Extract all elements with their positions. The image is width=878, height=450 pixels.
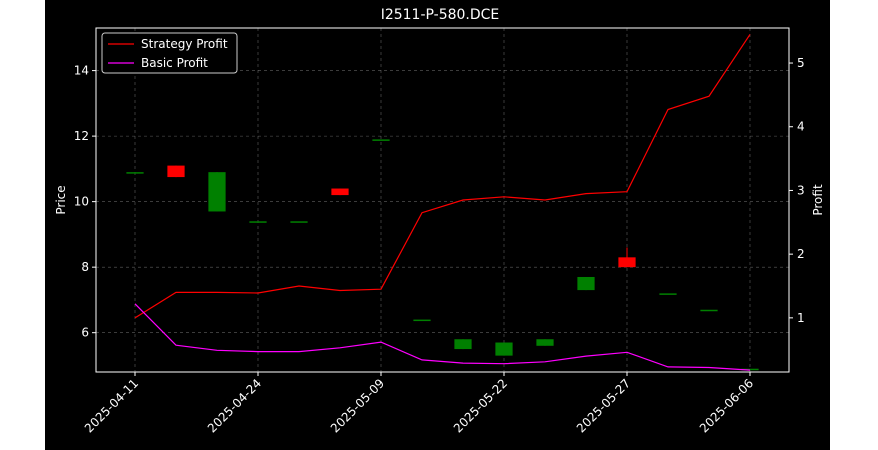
candles-layer	[126, 139, 759, 371]
y-tick-label-right: 3	[797, 183, 805, 197]
left-axis: 6 8 10 12 14	[74, 64, 96, 340]
candle-body	[659, 293, 677, 295]
legend-label-basic: Basic Profit	[141, 56, 208, 70]
candle-body	[290, 221, 308, 223]
y-axis-label-right: Profit	[811, 184, 825, 216]
chart-title: I2511-P-580.DCE	[381, 7, 500, 23]
y-tick-label-left: 8	[81, 260, 89, 274]
y-axis-label-left: Price	[54, 185, 68, 214]
candle-body	[700, 309, 718, 312]
candle-body	[331, 188, 349, 196]
legend-box	[101, 32, 238, 74]
candle-body	[454, 339, 472, 350]
candle-body	[577, 276, 595, 291]
candle-body	[372, 139, 390, 141]
lines-layer	[134, 34, 751, 371]
candle-body	[618, 257, 636, 268]
candle-body	[126, 172, 144, 174]
strategy-profit-line	[134, 34, 751, 319]
plot-frame	[95, 27, 790, 373]
y-tick-label-right: 5	[797, 56, 805, 70]
figure-background	[45, 0, 830, 450]
y-tick-label-right: 1	[797, 311, 805, 325]
legend-label-strategy: Strategy Profit	[141, 37, 228, 51]
candle-body	[167, 165, 185, 178]
candle-body	[741, 368, 759, 371]
y-tick-label-right: 2	[797, 247, 805, 261]
y-tick-label-right: 4	[797, 120, 805, 134]
y-tick-label-left: 10	[74, 195, 89, 209]
candle-body	[249, 221, 267, 223]
y-tick-label-left: 12	[74, 129, 89, 143]
candle-body	[495, 342, 513, 356]
basic-profit-line	[134, 303, 751, 371]
y-tick-label-left: 14	[74, 64, 89, 78]
candle-body	[413, 319, 431, 322]
y-tick-label-left: 6	[81, 326, 89, 340]
candle-body	[536, 339, 554, 346]
right-axis: 1 2 3 4 5	[789, 56, 805, 325]
legend: Strategy Profit Basic Profit	[101, 32, 238, 74]
candle-body	[208, 172, 226, 212]
